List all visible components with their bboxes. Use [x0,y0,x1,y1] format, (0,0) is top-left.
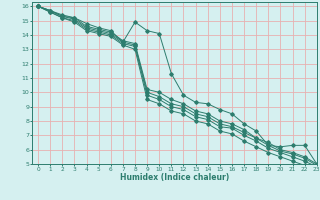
X-axis label: Humidex (Indice chaleur): Humidex (Indice chaleur) [120,173,229,182]
